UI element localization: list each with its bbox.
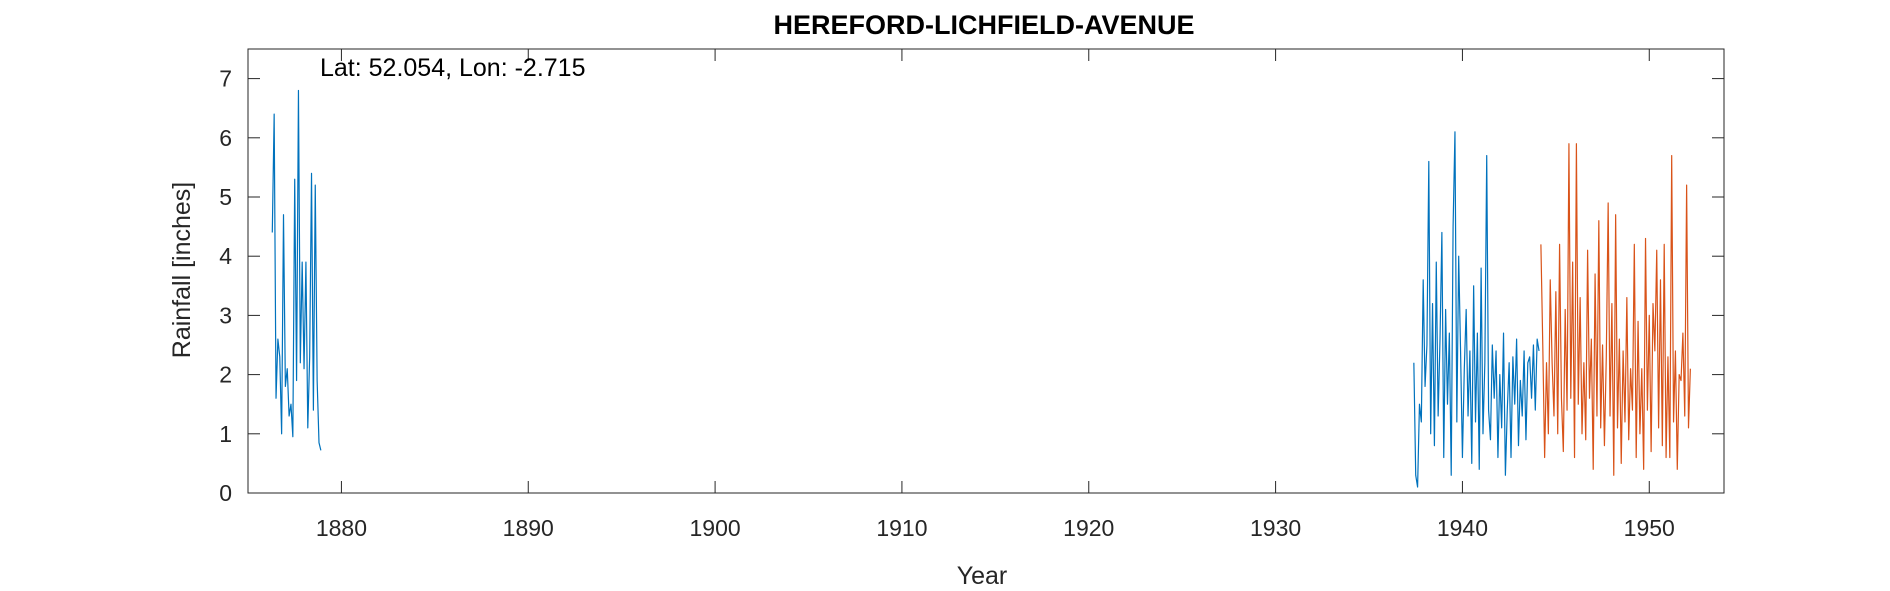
y-axis-title: Rainfall [inches]	[168, 182, 196, 358]
x-tick-label: 1900	[690, 515, 741, 541]
y-tick-label: 4	[219, 243, 232, 269]
series-line-3	[1540, 143, 1691, 476]
y-tick-label: 1	[219, 421, 232, 447]
y-axis: 0 1 2 3 4 5 6 7	[219, 66, 1724, 506]
chart-title: HEREFORD-LICHFIELD-AVENUE	[774, 10, 1195, 40]
x-tick-label: 1950	[1624, 515, 1675, 541]
y-tick-label: 6	[219, 125, 232, 151]
location-annotation: Lat: 52.054, Lon: -2.715	[320, 54, 586, 82]
series-line-2	[1413, 131, 1540, 488]
x-tick-label: 1930	[1250, 515, 1301, 541]
x-tick-label: 1880	[316, 515, 367, 541]
x-tick-label: 1920	[1063, 515, 1114, 541]
series-layer	[271, 89, 1691, 488]
y-tick-label: 2	[219, 362, 232, 388]
x-tick-label: 1890	[503, 515, 554, 541]
y-tick-label: 7	[219, 66, 232, 92]
x-axis: 1880 1890 1900 1910 1920 1930 1940 1950	[316, 49, 1675, 541]
plot-area	[247, 48, 1725, 494]
y-tick-label: 3	[219, 302, 232, 328]
x-tick-label: 1910	[876, 515, 927, 541]
y-tick-label: 0	[219, 480, 232, 506]
series-line-1	[271, 89, 322, 451]
x-axis-title: Year	[957, 562, 1008, 590]
x-tick-label: 1940	[1437, 515, 1488, 541]
y-tick-label: 5	[219, 184, 232, 210]
